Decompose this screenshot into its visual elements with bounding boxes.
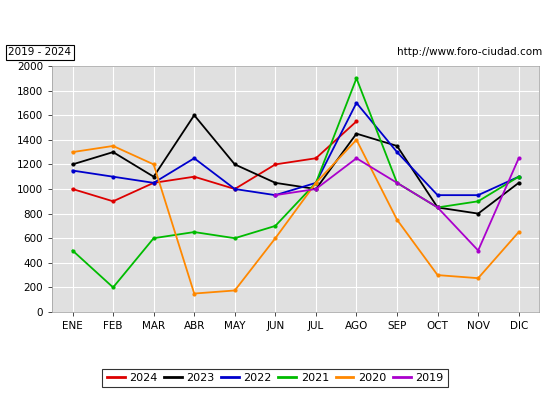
Text: Evolucion Nº Turistas Nacionales en el municipio de Dúscal: Evolucion Nº Turistas Nacionales en el m…: [69, 12, 481, 26]
Text: 2019 - 2024: 2019 - 2024: [8, 47, 72, 57]
Legend: 2024, 2023, 2022, 2021, 2020, 2019: 2024, 2023, 2022, 2021, 2020, 2019: [102, 368, 448, 388]
Text: http://www.foro-ciudad.com: http://www.foro-ciudad.com: [397, 47, 542, 57]
